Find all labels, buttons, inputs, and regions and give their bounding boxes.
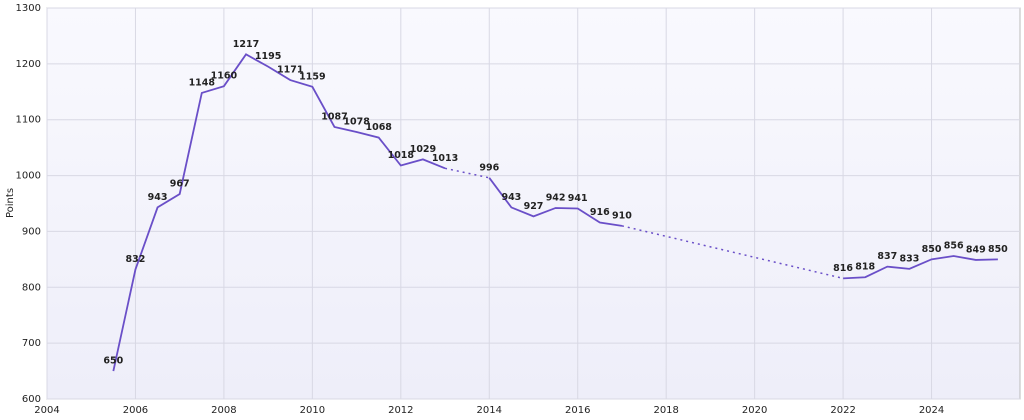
data-label: 1087 — [321, 111, 347, 122]
x-tick-label: 2008 — [211, 405, 236, 416]
x-tick-label: 2006 — [123, 405, 148, 416]
data-label: 996 — [479, 162, 499, 173]
data-label: 818 — [855, 262, 875, 273]
data-label: 1013 — [432, 153, 458, 164]
line — [843, 255, 998, 280]
y-tick-label: 1100 — [16, 115, 41, 126]
data-label: 849 — [966, 244, 986, 255]
plot-area — [46, 7, 1021, 400]
x-tick-label: 2018 — [653, 405, 678, 416]
x-tick-label: 2012 — [388, 405, 413, 416]
y-axis-label: Points — [5, 188, 16, 218]
data-label: 1148 — [189, 77, 216, 88]
x-tick-label: 2024 — [919, 405, 944, 416]
data-label: 967 — [170, 179, 190, 190]
data-label: 1217 — [233, 39, 259, 50]
gap-line — [621, 225, 844, 280]
x-tick-label: 2016 — [565, 405, 590, 416]
data-label: 816 — [833, 263, 853, 274]
data-label: 1171 — [277, 65, 303, 76]
y-tick-label: 1300 — [16, 3, 41, 14]
data-label: 850 — [988, 244, 1008, 255]
line — [488, 177, 623, 227]
y-tick-label: 900 — [22, 226, 41, 237]
data-label: 916 — [590, 207, 610, 218]
data-label: 1068 — [365, 122, 392, 133]
x-tick-label: 2020 — [742, 405, 767, 416]
data-label: 943 — [501, 192, 521, 203]
data-label: 1078 — [343, 117, 370, 128]
data-label: 856 — [944, 241, 964, 252]
x-tick-label: 2004 — [34, 405, 59, 416]
y-tick-label: 1200 — [16, 59, 41, 70]
data-label: 1029 — [410, 144, 436, 155]
data-label: 910 — [612, 210, 632, 221]
line — [112, 53, 446, 372]
data-label: 1160 — [211, 71, 238, 82]
data-label: 942 — [546, 192, 566, 203]
data-label: 927 — [524, 201, 544, 212]
data-label: 650 — [103, 356, 123, 367]
data-label: 850 — [922, 244, 942, 255]
y-tick-label: 600 — [22, 394, 41, 405]
data-label: 833 — [900, 253, 920, 264]
x-tick-label: 2010 — [300, 405, 325, 416]
data-label: 1195 — [255, 51, 281, 62]
data-label: 941 — [568, 193, 588, 204]
x-tick-label: 2022 — [830, 405, 855, 416]
y-tick-label: 700 — [22, 338, 41, 349]
data-label: 1018 — [388, 150, 415, 161]
data-label: 943 — [148, 192, 168, 203]
data-label: 832 — [126, 254, 146, 265]
x-tick-label: 2014 — [477, 405, 502, 416]
data-label: 1159 — [299, 71, 325, 82]
y-tick-label: 800 — [22, 282, 41, 293]
y-tick-label: 1000 — [16, 171, 41, 182]
data-label: 837 — [877, 251, 897, 262]
gap-line — [444, 167, 490, 179]
